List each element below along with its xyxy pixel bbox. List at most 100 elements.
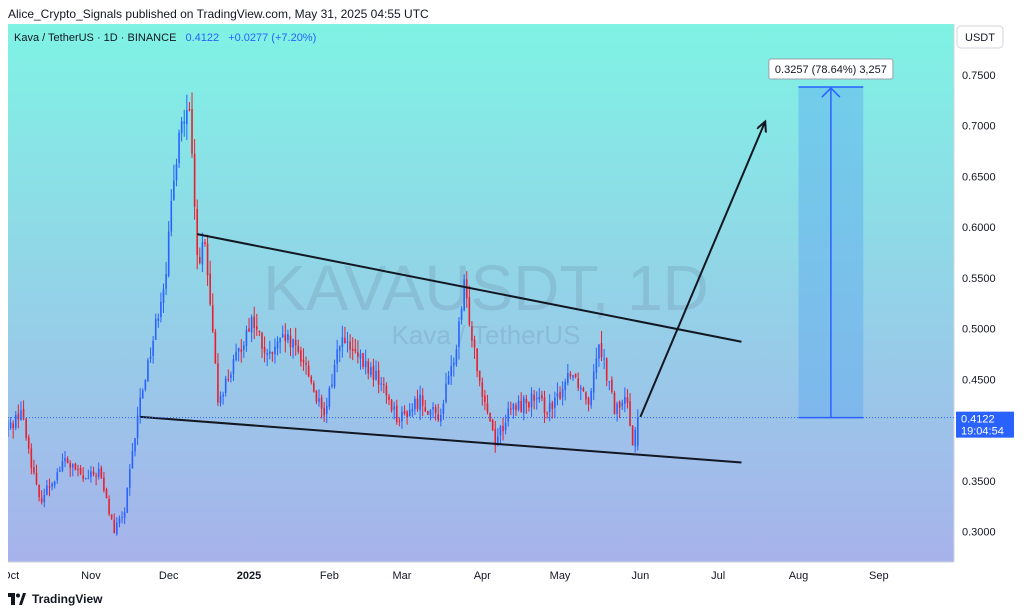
trendline-lower[interactable]: [140, 415, 742, 464]
projection-arrow[interactable]: [639, 122, 764, 418]
candle-body: [364, 361, 367, 368]
candle-body: [87, 478, 90, 480]
candle-body: [388, 396, 390, 400]
candle-body: [585, 392, 587, 400]
symbol-legend[interactable]: Kava / TetherUS · 1D · BINANCE 0.4122 +0…: [14, 32, 316, 44]
price-tick-label: 0.7000: [962, 121, 996, 133]
candle-body: [90, 471, 92, 477]
candle-body: [564, 381, 567, 390]
candle-body: [157, 318, 160, 321]
candle-body: [110, 514, 113, 519]
candle-body: [383, 384, 385, 386]
candle-body: [59, 470, 61, 472]
candle-body: [248, 328, 250, 332]
candle-body: [349, 341, 351, 350]
measure-arrow-head: [821, 86, 841, 98]
chart-area[interactable]: KAVAUSDT, 1D Kava / TetherUS 0.3000 0.350…: [8, 24, 1016, 586]
candle-body: [548, 402, 551, 412]
time-tick-label: Jun: [632, 570, 650, 582]
currency-box: [956, 25, 1004, 49]
candle-body: [69, 463, 72, 468]
candle-body: [502, 425, 504, 432]
candle-body: [375, 370, 377, 380]
candle-body: [481, 381, 484, 397]
candle-body: [214, 331, 217, 364]
candle-body: [554, 397, 556, 408]
candle-body: [605, 358, 608, 381]
candle-body: [504, 422, 507, 431]
candle-body: [569, 373, 572, 377]
candle-body: [237, 347, 240, 352]
candle-body: [71, 464, 74, 468]
candle-body: [8, 428, 9, 430]
candle-body: [183, 121, 186, 124]
candle-body: [51, 483, 53, 487]
candle-body: [230, 374, 232, 378]
price-tick-label: 0.3000: [962, 527, 996, 539]
price-tick-label: 0.7500: [962, 70, 996, 82]
candle-body: [380, 383, 383, 385]
candle-body: [9, 422, 12, 429]
candle-body: [180, 121, 183, 134]
candle-body: [445, 383, 447, 402]
candle-body: [77, 469, 79, 471]
candle-body: [173, 180, 175, 200]
candle-body: [533, 395, 535, 401]
candle-body: [222, 394, 224, 397]
candle-body: [204, 241, 206, 244]
legend-change: +0.0277 (+7.20%): [228, 32, 316, 44]
candle-body: [559, 392, 561, 399]
candle-body: [245, 330, 248, 347]
candle-body: [12, 423, 14, 429]
candle-body: [574, 373, 577, 377]
candle-body: [160, 301, 162, 318]
tradingview-logo-icon: [8, 593, 26, 605]
candle-body: [377, 370, 380, 385]
candle-body: [406, 411, 408, 418]
time-tick-label: Aug: [789, 570, 809, 582]
candle-body: [193, 153, 196, 207]
candle-body: [139, 397, 141, 418]
candle-body: [551, 402, 554, 409]
candle-body: [25, 418, 27, 439]
candle-body: [43, 494, 46, 503]
candle-body: [302, 359, 305, 363]
candle-body: [318, 398, 320, 402]
candle-body: [116, 522, 118, 535]
candle-body: [325, 405, 328, 414]
candle-body: [186, 110, 188, 125]
candle-body: [235, 351, 237, 361]
candle-body: [281, 333, 284, 337]
candle-body: [84, 478, 87, 480]
candle-body: [515, 405, 517, 411]
candle-body: [250, 317, 253, 333]
candle-body: [310, 376, 313, 383]
price-chart[interactable]: KAVAUSDT, 1D Kava / TetherUS 0.3000 0.350…: [8, 24, 1016, 586]
candle-body: [256, 326, 258, 330]
current-price-tag: 0.4122 19:04:54: [956, 411, 1014, 438]
time-axis[interactable]: Oct Nov Dec 2025 Feb Mar Apr May Jun Jul Aug Sep: [8, 570, 889, 582]
candle-body: [263, 346, 266, 353]
candle-body: [261, 332, 263, 349]
candle-body: [489, 412, 491, 422]
candle-body: [289, 335, 292, 348]
candle-body: [499, 426, 502, 436]
candle-body: [14, 414, 17, 428]
candle-body: [598, 344, 600, 359]
trendline-upper[interactable]: [197, 233, 742, 343]
candle-body: [64, 458, 66, 462]
measure-label[interactable]: 0.3257 (78.64%) 3,257: [768, 58, 894, 80]
currency-label: USDT: [965, 32, 995, 44]
drawings-layer[interactable]: [8, 86, 954, 464]
footer-branding: TradingView: [8, 592, 102, 606]
candle-body: [79, 468, 82, 474]
currency-button[interactable]: USDT: [956, 25, 1004, 49]
candle-body: [22, 408, 25, 420]
candle-body: [266, 352, 268, 355]
measure-label-text: 0.3257 (78.64%) 3,257: [775, 64, 887, 76]
candle-body: [108, 498, 110, 515]
candle-body: [144, 380, 147, 390]
candle-body: [149, 356, 152, 359]
watermark-sub: Kava / TetherUS: [392, 320, 581, 350]
candle-body: [561, 388, 564, 398]
